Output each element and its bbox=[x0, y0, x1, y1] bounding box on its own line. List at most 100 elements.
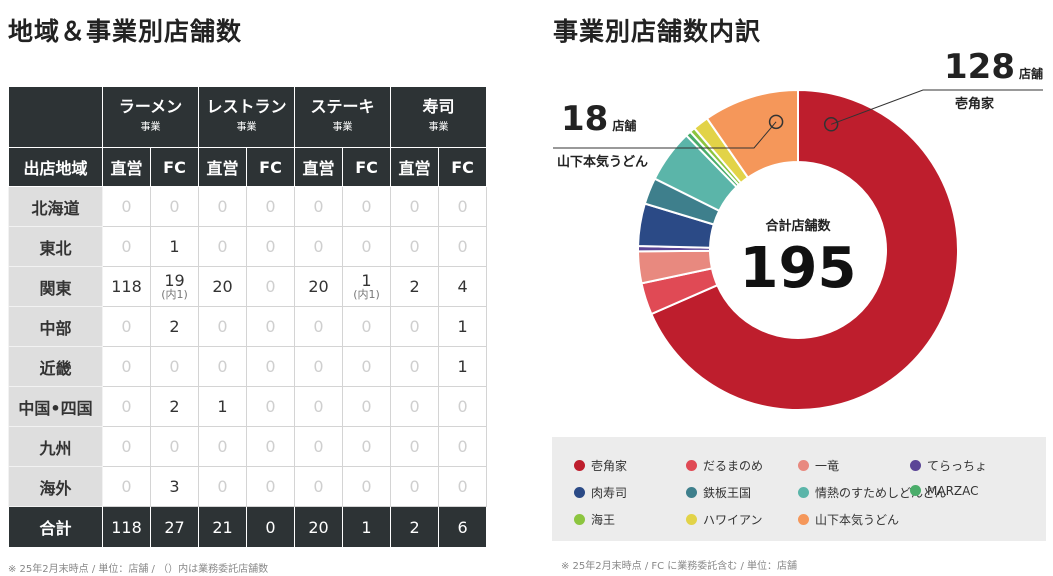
category-sub: 事業 bbox=[236, 121, 257, 133]
count-cell: 2 bbox=[150, 306, 199, 347]
count-cell: 0 bbox=[150, 426, 199, 467]
count-cell: 1 bbox=[438, 346, 488, 387]
region-cell: 中国•四国 bbox=[8, 386, 103, 427]
region-cell: 北海道 bbox=[8, 186, 103, 227]
legend-swatch bbox=[798, 460, 809, 471]
legend-label: てらっちょ bbox=[927, 459, 988, 473]
count-cell: 0 bbox=[390, 386, 440, 427]
legend-label: 山下本気うどん bbox=[815, 513, 900, 527]
channel-header: FC bbox=[342, 147, 392, 187]
count-cell: 0 bbox=[294, 306, 344, 347]
category-sub: 事業 bbox=[140, 121, 161, 133]
count-cell: 0 bbox=[294, 466, 344, 507]
legend-label: 鉄板王国 bbox=[703, 486, 752, 500]
count-cell: 1 bbox=[438, 306, 488, 347]
count-cell: 0 bbox=[102, 386, 151, 427]
donut-slice-山下本気うどん bbox=[705, 88, 799, 180]
total-cell: 2 bbox=[390, 506, 440, 548]
legend-item: 一竜 bbox=[798, 457, 839, 474]
count-cell: 0 bbox=[342, 426, 392, 467]
table-row: 中国•四国 0 2 1 0 0 0 0 0 bbox=[8, 386, 488, 427]
count-cell: 0 bbox=[342, 466, 392, 507]
table-row: 海外 0 3 0 0 0 0 0 0 bbox=[8, 466, 488, 507]
legend-item: 鉄板王国 bbox=[686, 484, 751, 501]
count-cell: 20 bbox=[294, 266, 344, 307]
table-row: 北海道 0 0 0 0 0 0 0 0 bbox=[8, 186, 488, 227]
count-cell: 118 bbox=[102, 266, 151, 307]
legend-swatch bbox=[574, 460, 585, 471]
count-cell: 0 bbox=[342, 226, 392, 267]
count-cell: 0 bbox=[198, 226, 247, 267]
count-cell: 0 bbox=[294, 186, 344, 227]
legend-item: MARZAC bbox=[910, 484, 979, 498]
donut-slice-壱角家 bbox=[650, 88, 959, 411]
callout-value: 128 店舗 bbox=[944, 47, 1043, 87]
channel-header: 直営 bbox=[294, 147, 344, 187]
chart-legend: 壱角家 だるまのめ 一竜 てらっちょ 肉寿司 鉄板王国 情熱のすためしどんどん MARZAC 海… bbox=[552, 437, 1046, 541]
count-cell: 0 bbox=[294, 426, 344, 467]
callout-value: 18 店舗 bbox=[561, 99, 636, 139]
legend-item: 壱角家 bbox=[574, 457, 627, 474]
category-name: ラーメン bbox=[118, 96, 183, 116]
total-cell: 1 bbox=[342, 506, 392, 548]
count-cell: 0 bbox=[245, 186, 296, 227]
outsourced-count: (内1) bbox=[161, 288, 188, 301]
total-cell: 118 bbox=[102, 506, 151, 548]
count-cell: 0 bbox=[102, 226, 151, 267]
count-cell: 0 bbox=[102, 306, 151, 347]
count-cell: 0 bbox=[198, 346, 247, 387]
count-cell: 0 bbox=[245, 306, 296, 347]
total-cell: 20 bbox=[294, 506, 344, 548]
channel-header: FC bbox=[245, 147, 296, 187]
count-cell: 0 bbox=[198, 466, 247, 507]
count-cell: 4 bbox=[438, 266, 488, 307]
table-row: 近畿 0 0 0 0 0 0 0 1 bbox=[8, 346, 488, 387]
legend-item: 海王 bbox=[574, 511, 615, 528]
count-cell: 0 bbox=[102, 346, 151, 387]
legend-item: 山下本気うどん bbox=[798, 511, 899, 528]
count-cell: 1 (内1) bbox=[342, 266, 392, 307]
count-cell: 0 bbox=[245, 346, 296, 387]
category-header: レストラン 事業 bbox=[197, 86, 296, 148]
channel-header: FC bbox=[150, 147, 199, 187]
table-footnote: ※ 25年2月末時点 / 単位：店舗 / （）内は業務委託店舗数 bbox=[8, 564, 269, 575]
count-cell: 0 bbox=[102, 186, 151, 227]
center-label: 合計店舗数 bbox=[765, 218, 831, 234]
category-name: 寿司 bbox=[422, 96, 455, 116]
legend-swatch bbox=[910, 485, 921, 496]
legend-label: MARZAC bbox=[927, 484, 979, 498]
count-cell: 0 bbox=[438, 466, 488, 507]
callout-label: 山下本気うどん bbox=[557, 154, 648, 170]
count-cell: 0 bbox=[438, 226, 488, 267]
table-category-header: ラーメン 事業 レストラン 事業 ステーキ 事業 寿司 事業 bbox=[8, 86, 488, 148]
legend-swatch bbox=[910, 460, 921, 471]
count-cell: 0 bbox=[390, 186, 440, 227]
count-cell: 0 bbox=[198, 306, 247, 347]
total-cell: 6 bbox=[438, 506, 488, 548]
region-cell: 中部 bbox=[8, 306, 103, 347]
count-cell: 1 bbox=[150, 226, 199, 267]
category-header: 寿司 事業 bbox=[390, 86, 488, 148]
legend-swatch bbox=[686, 460, 697, 471]
count-cell: 2 bbox=[150, 386, 199, 427]
count-cell: 0 bbox=[438, 386, 488, 427]
total-cell: 27 bbox=[150, 506, 199, 548]
count-cell: 0 bbox=[245, 226, 296, 267]
table-row: 中部 0 2 0 0 0 0 0 1 bbox=[8, 306, 488, 347]
channel-header: FC bbox=[438, 147, 488, 187]
chart-title: 事業別店舗数内訳 bbox=[553, 17, 762, 46]
channel-header: 直営 bbox=[198, 147, 247, 187]
chart-footnote: ※ 25年2月末時点 / FC に業務委託含む / 単位：店舗 bbox=[561, 561, 798, 572]
outsourced-count: (内1) bbox=[353, 288, 380, 301]
count-cell: 0 bbox=[342, 186, 392, 227]
category-name: レストラン bbox=[206, 96, 287, 116]
legend-label: だるまのめ bbox=[703, 459, 764, 473]
callout-line bbox=[831, 89, 1043, 125]
count-cell: 0 bbox=[342, 306, 392, 347]
count-cell: 0 bbox=[102, 466, 151, 507]
center-total: 195 bbox=[740, 236, 857, 301]
region-cell: 近畿 bbox=[8, 346, 103, 387]
total-cell: 21 bbox=[198, 506, 247, 548]
channel-header: 直営 bbox=[102, 147, 151, 187]
